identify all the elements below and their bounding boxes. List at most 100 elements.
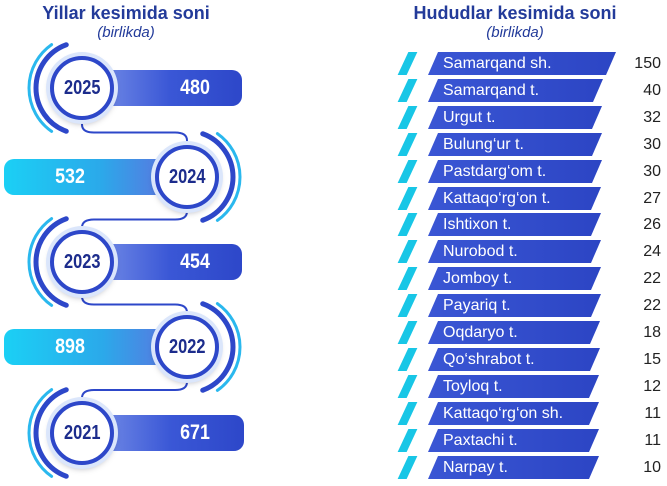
region-label: Kattaqo‘rg‘on t. <box>443 190 551 207</box>
year-value-label: 898 <box>55 335 85 358</box>
region-bar <box>428 79 603 102</box>
region-value: 18 <box>643 324 661 341</box>
region-bar <box>428 321 600 344</box>
year-badge: 2022 <box>155 315 219 379</box>
region-bar <box>428 456 599 479</box>
region-stripe <box>397 106 418 129</box>
region-label: Paxtachi t. <box>443 432 518 449</box>
region-row: Kattaqo‘rg‘on t. 27 <box>0 187 667 210</box>
region-row: Oqdaryo t. 18 <box>0 321 667 344</box>
year-badge-arc <box>27 43 54 133</box>
region-row: Kattaqo‘rg‘on sh. 11 <box>0 402 667 425</box>
region-label: Oqdaryo t. <box>443 324 518 341</box>
region-row: Ishtixon t. 26 <box>0 213 667 236</box>
year-badge: 2021 <box>50 401 114 465</box>
region-row: Toyloq t. 12 <box>0 375 667 398</box>
year-label: 2024 <box>168 166 206 188</box>
year-badge: 2023 <box>50 230 114 294</box>
region-stripe <box>397 187 418 210</box>
region-bar <box>428 133 602 156</box>
region-stripe <box>397 402 418 425</box>
region-bar <box>428 348 600 371</box>
region-label: Urgut t. <box>443 109 496 126</box>
region-label: Toyloq t. <box>443 378 503 395</box>
region-stripe <box>397 321 418 344</box>
region-bar <box>428 240 601 263</box>
region-bar <box>428 402 599 425</box>
region-bar <box>428 375 599 398</box>
region-value: 32 <box>643 109 661 126</box>
region-stripe <box>397 79 418 102</box>
year-label: 2025 <box>63 77 101 99</box>
year-badge-arc <box>215 302 242 392</box>
region-row: Bulung‘ur t. 30 <box>0 133 667 156</box>
region-stripe <box>397 133 418 156</box>
region-value: 15 <box>643 351 661 368</box>
year-badge-arc <box>33 216 69 308</box>
region-bar <box>428 187 601 210</box>
regions-chart-subtitle: (birlikda) <box>486 24 544 41</box>
year-label: 2023 <box>63 251 101 273</box>
region-stripe <box>397 213 418 236</box>
region-label: Samarqand sh. <box>443 55 552 72</box>
region-row: Jomboy t. 22 <box>0 267 667 290</box>
region-stripe <box>397 348 418 371</box>
region-bar <box>428 429 599 452</box>
region-value: 27 <box>643 190 661 207</box>
year-bar <box>4 159 165 195</box>
year-value-label: 480 <box>180 76 210 99</box>
region-label: Ishtixon t. <box>443 216 512 233</box>
region-label: Narpay t. <box>443 459 508 476</box>
region-stripe <box>397 240 418 263</box>
region-stripe <box>397 52 418 75</box>
region-value: 24 <box>643 243 661 260</box>
year-value-label: 532 <box>55 165 85 188</box>
region-value: 30 <box>643 136 661 153</box>
region-bar <box>428 267 601 290</box>
year-badge: 2025 <box>50 56 114 120</box>
region-label: Qo‘shrabot t. <box>443 351 535 368</box>
years-chart-title: Yillar kesimida soni <box>42 3 210 23</box>
years-chart-decoration <box>27 42 242 479</box>
year-bar <box>4 329 169 365</box>
year-badge-arc <box>27 217 54 307</box>
year-badge-arc <box>33 42 69 134</box>
region-value: 40 <box>643 82 661 99</box>
region-row: Narpay t. 10 <box>0 456 667 479</box>
years-chart-subtitle: (birlikda) <box>97 24 155 41</box>
region-bar <box>428 106 602 129</box>
region-value: 22 <box>643 297 661 314</box>
region-row: Paxtachi t. 11 <box>0 429 667 452</box>
region-value: 11 <box>644 432 661 449</box>
regions-chart-title: Hududlar kesimida soni <box>413 3 617 23</box>
region-stripe <box>397 429 418 452</box>
region-label: Kattaqo‘rg‘on sh. <box>443 405 564 422</box>
year-badge-arc <box>200 301 236 393</box>
region-stripe <box>397 294 418 317</box>
year-value-label: 454 <box>180 250 210 273</box>
region-label: Jomboy t. <box>443 270 513 287</box>
region-stripe <box>397 375 418 398</box>
year-badge-arc <box>33 387 69 479</box>
region-stripe <box>397 267 418 290</box>
region-value: 30 <box>643 163 661 180</box>
region-value: 12 <box>643 378 661 395</box>
region-value: 26 <box>643 216 661 233</box>
region-value: 10 <box>643 459 661 476</box>
year-badge-arc <box>200 131 236 223</box>
region-bar <box>428 213 601 236</box>
region-label: Payariq t. <box>443 297 511 314</box>
region-label: Samarqand t. <box>443 82 540 99</box>
region-value: 11 <box>644 405 661 422</box>
region-bar <box>428 294 601 317</box>
year-value-label: 671 <box>180 421 210 444</box>
year-badge: 2024 <box>155 145 219 209</box>
year-badge-arc <box>215 132 242 222</box>
year-badge-arc <box>27 388 54 478</box>
region-bar <box>428 52 616 75</box>
region-row: Pastdarg‘om t. 30 <box>0 160 667 183</box>
year-label: 2022 <box>168 336 206 358</box>
region-stripe <box>397 456 418 479</box>
region-label: Pastdarg‘om t. <box>443 163 547 180</box>
year-label: 2021 <box>63 422 101 444</box>
